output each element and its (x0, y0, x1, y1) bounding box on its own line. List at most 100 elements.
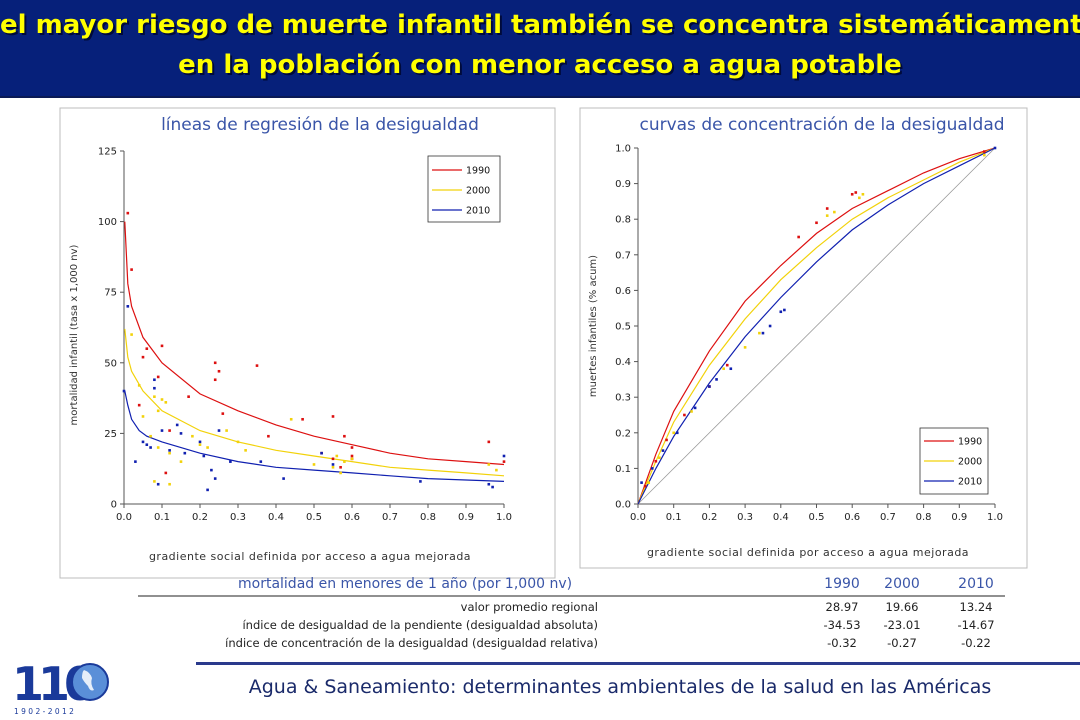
data-point-1990 (350, 446, 354, 449)
concentration-point-2010 (675, 431, 679, 435)
concentration-point-1990 (825, 207, 829, 210)
data-point-1990 (350, 454, 354, 458)
data-point-2010 (145, 443, 149, 446)
data-point-2010 (206, 488, 209, 492)
table-header-1990: 1990 (824, 576, 860, 592)
concentration-y-tick-label: 0.6 (615, 286, 631, 297)
concentration-point-1990 (643, 484, 647, 488)
data-point-1990 (213, 361, 217, 365)
concentration-x-tick-label: 0.5 (809, 512, 825, 523)
data-point-2000 (141, 415, 145, 418)
concentration-point-1990 (854, 191, 858, 194)
data-point-1990 (502, 460, 506, 463)
data-point-2000 (160, 398, 164, 401)
data-point-1990 (130, 268, 133, 271)
data-point-2000 (236, 440, 240, 444)
concentration-curve-2010 (637, 147, 996, 505)
concentration-point-2000 (982, 153, 986, 157)
data-point-2000 (153, 395, 156, 398)
data-point-2010 (320, 451, 323, 455)
data-point-2010 (168, 449, 171, 452)
data-point-2010 (419, 480, 422, 483)
concentration-x-tick-label: 0.7 (880, 512, 896, 523)
table-cell: -0.22 (961, 636, 991, 650)
legend-label-2000: 2000 (958, 457, 982, 468)
fit-line-2000 (124, 328, 505, 477)
regression-points (122, 211, 506, 492)
data-point-2010 (198, 440, 202, 444)
concentration-chart-frame (579, 107, 1028, 569)
figure: líneas de regresión de la desigualdad mo… (59, 107, 1028, 650)
concentration-y-tick-label: 0.5 (615, 322, 631, 333)
data-point-2000 (350, 457, 354, 461)
data-point-1990 (487, 440, 491, 444)
concentration-x-axis-label: gradiente social definida por acceso a a… (647, 546, 969, 559)
concentration-y-tick-label: 0.0 (615, 500, 631, 511)
concentration-x-tick-label: 0.6 (844, 512, 860, 523)
concentration-chart-title: curvas de concentración de la desigualda… (639, 115, 1004, 135)
concentration-point-2000 (861, 192, 865, 196)
data-point-1990 (339, 465, 342, 469)
data-point-1990 (141, 355, 145, 359)
concentration-y-tick-label: 0.3 (615, 393, 631, 404)
data-point-2010 (141, 440, 145, 444)
concentration-x-tick-label: 0.9 (951, 512, 967, 523)
data-point-2000 (179, 460, 183, 463)
regression-y-axis-label: mortalidad infantil (tasa x 1,000 nv) (69, 244, 80, 425)
concentration-x-tick-label: 0.2 (701, 512, 717, 523)
table-row-label: índice de concentración de la desigualda… (225, 636, 598, 650)
legend-label-1990: 1990 (958, 437, 982, 448)
data-point-2000 (156, 409, 160, 413)
data-point-2000 (289, 417, 293, 421)
data-point-2000 (153, 480, 156, 483)
regression-legend: 1990 2000 2010 (427, 155, 501, 223)
concentration-x-tick-label: 0.3 (737, 512, 753, 523)
data-point-2000 (487, 463, 491, 466)
data-point-2000 (312, 463, 316, 466)
table-cell: -23.01 (883, 618, 920, 632)
table-cell: -0.27 (887, 636, 917, 650)
concentration-point-2000 (672, 431, 675, 435)
data-point-2000 (198, 443, 202, 446)
regression-x-tick-label: 0.1 (154, 512, 170, 523)
footer-text: Agua & Saneamiento: determinantes ambien… (248, 676, 992, 698)
regression-x-tick-label: 0.0 (116, 512, 132, 523)
data-point-1990 (331, 457, 335, 461)
concentration-point-2000 (825, 214, 829, 217)
concentration-point-2010 (729, 367, 733, 371)
data-point-2010 (210, 468, 213, 472)
regression-x-tick-label: 0.7 (382, 512, 398, 523)
data-point-1990 (145, 347, 149, 350)
fit-line-1990 (124, 221, 505, 466)
concentration-y-tick-label: 0.8 (615, 215, 631, 226)
concentration-point-2010 (779, 310, 783, 314)
data-point-2000 (156, 446, 160, 449)
concentration-point-2010 (708, 385, 711, 388)
data-point-2010 (213, 477, 217, 480)
regression-chart-title: líneas de regresión de la desigualdad (161, 115, 479, 135)
regression-chart: líneas de regresión de la desigualdad mo… (59, 107, 556, 579)
data-point-2010 (175, 423, 179, 427)
regression-x-tick-label: 0.4 (268, 512, 284, 523)
table-cell: 28.97 (826, 600, 859, 614)
fit-line-2010 (124, 390, 505, 482)
data-point-2010 (502, 454, 506, 458)
data-point-2010 (134, 460, 137, 463)
data-point-2010 (202, 454, 206, 458)
concentration-point-2000 (858, 196, 861, 200)
continent-shape (82, 670, 94, 691)
data-point-1990 (343, 434, 346, 438)
data-point-2010 (153, 386, 156, 390)
data-point-2000 (495, 468, 498, 472)
regression-x-tick-label: 1.0 (496, 512, 512, 523)
equality-line (637, 147, 996, 505)
concentration-point-2010 (640, 481, 643, 484)
data-point-2010 (259, 460, 263, 463)
data-point-1990 (164, 471, 168, 475)
data-point-2000 (168, 482, 171, 486)
regression-x-tick-label: 0.6 (344, 512, 360, 523)
data-point-2000 (343, 460, 346, 463)
concentration-x-tick-label: 0.0 (630, 512, 646, 523)
data-point-1990 (331, 415, 335, 418)
concentration-point-2010 (693, 406, 697, 410)
